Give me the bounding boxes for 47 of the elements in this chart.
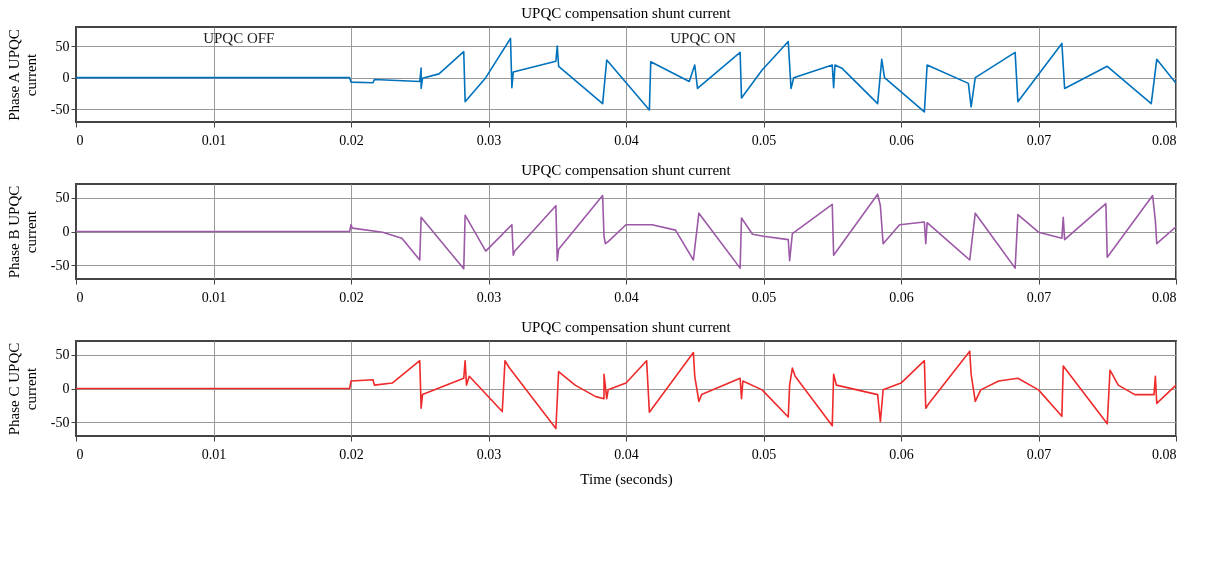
x-tick-label: 0.04 (614, 446, 639, 462)
x-tick-label: 0.05 (751, 132, 777, 148)
x-tick-label: 0.07 (1026, 289, 1052, 305)
x-tick-label: 0.01 (201, 289, 227, 305)
y-tick-label: -50 (50, 414, 70, 430)
x-tick-label: 0.01 (201, 446, 227, 462)
x-tick-label: 0.03 (476, 289, 502, 305)
y-tick-label: 0 (62, 224, 70, 239)
chart-title: UPQC compensation shunt current (521, 162, 732, 178)
y-tick-label: -50 (50, 257, 70, 273)
x-tick-label: 0.06 (889, 132, 914, 148)
x-tick-label: 0.03 (476, 446, 502, 462)
annotation: UPQC OFF (203, 30, 275, 46)
line-series (76, 193, 1176, 270)
x-tick-label: 0.05 (751, 289, 777, 305)
y-tick-label: 50 (55, 38, 70, 54)
x-axis-title: Time (seconds) (580, 470, 673, 488)
y-tick-label: 0 (62, 70, 70, 86)
x-tick-label: 0 (76, 132, 84, 148)
x-tick-label: 0.04 (614, 289, 639, 305)
x-tick-label: 0 (76, 446, 84, 462)
line-series (76, 350, 1176, 430)
x-tick-label: 0.01 (201, 132, 227, 148)
y-tick-label: 0 (62, 381, 70, 396)
y-axis-title: Phase C UPQC current (5, 342, 39, 436)
x-tick-label: 0.02 (339, 446, 364, 462)
x-tick-label: 0.07 (1026, 446, 1052, 462)
x-tick-label: 0.06 (889, 446, 914, 462)
x-tick-label: 0.02 (339, 289, 364, 305)
y-axis-title: Phase A UPQC current (5, 29, 39, 121)
chart-title: UPQC compensation shunt current (521, 5, 732, 21)
x-tick-label: 0 (76, 289, 84, 305)
x-tick-label: 0.08 (1152, 132, 1177, 148)
y-axis-title: Phase B UPQC current (5, 185, 39, 279)
x-tick-label: 0.04 (614, 132, 639, 148)
chart-title: UPQC compensation shunt current (521, 319, 732, 335)
y-tick-label: -50 (50, 101, 70, 117)
y-tick-label: 50 (55, 347, 70, 363)
x-tick-label: 0.08 (1152, 446, 1177, 462)
x-tick-label: 0.05 (751, 446, 777, 462)
x-tick-label: 0.02 (339, 132, 364, 148)
x-tick-label: 0.07 (1026, 132, 1052, 148)
x-tick-label: 0.08 (1152, 289, 1177, 305)
x-tick-label: 0.06 (889, 289, 914, 305)
x-tick-label: 0.03 (476, 132, 502, 148)
y-tick-label: 50 (55, 190, 70, 206)
annotation: UPQC ON (670, 30, 736, 46)
